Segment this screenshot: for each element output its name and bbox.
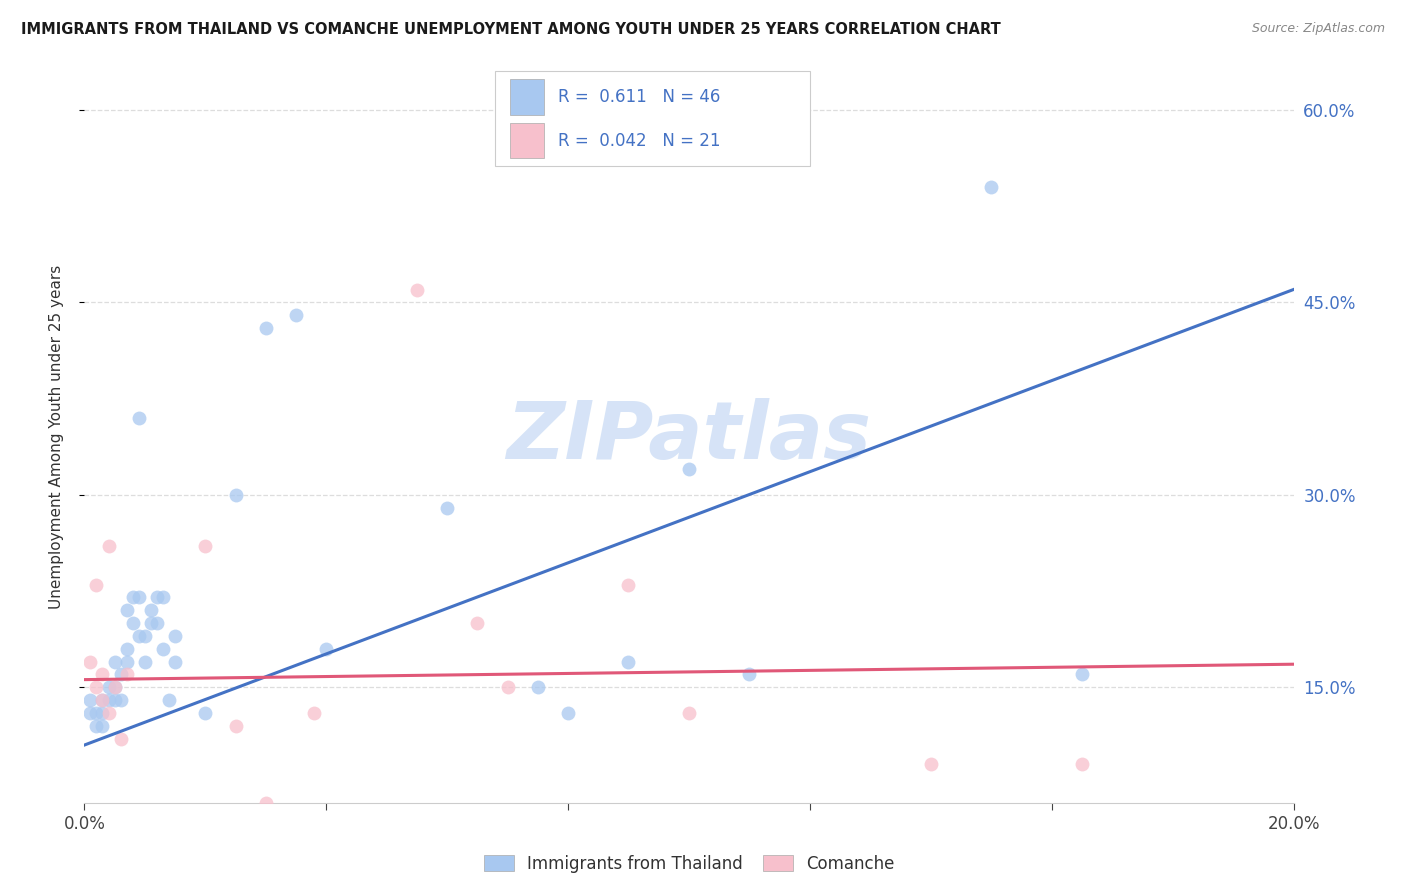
- Point: [115, 655, 138, 669]
- Point: [104, 681, 127, 695]
- Point: [194, 539, 217, 553]
- Point: [79, 706, 101, 720]
- Point: [194, 706, 217, 720]
- Point: [91, 693, 114, 707]
- Point: [91, 667, 114, 681]
- Point: [738, 667, 761, 681]
- Y-axis label: Unemployment Among Youth under 25 years: Unemployment Among Youth under 25 years: [49, 265, 63, 609]
- Point: [1071, 757, 1094, 772]
- Point: [165, 655, 187, 669]
- Text: IMMIGRANTS FROM THAILAND VS COMANCHE UNEMPLOYMENT AMONG YOUTH UNDER 25 YEARS COR: IMMIGRANTS FROM THAILAND VS COMANCHE UNE…: [21, 22, 1001, 37]
- Point: [617, 577, 640, 591]
- Point: [110, 667, 132, 681]
- Point: [104, 681, 127, 695]
- Point: [86, 681, 108, 695]
- Point: [86, 706, 108, 720]
- Point: [128, 629, 150, 643]
- Point: [152, 641, 174, 656]
- FancyBboxPatch shape: [510, 79, 544, 114]
- Text: ZIPatlas: ZIPatlas: [506, 398, 872, 476]
- Text: R =  0.611   N = 46: R = 0.611 N = 46: [558, 88, 721, 106]
- Point: [285, 308, 308, 322]
- Point: [225, 488, 247, 502]
- Point: [920, 757, 942, 772]
- FancyBboxPatch shape: [510, 123, 544, 159]
- Point: [79, 655, 101, 669]
- Point: [467, 616, 489, 631]
- Point: [139, 603, 162, 617]
- Legend: Immigrants from Thailand, Comanche: Immigrants from Thailand, Comanche: [477, 848, 901, 880]
- Point: [97, 693, 120, 707]
- Point: [97, 539, 120, 553]
- Point: [86, 577, 108, 591]
- Point: [91, 719, 114, 733]
- Point: [315, 641, 337, 656]
- Point: [121, 591, 143, 605]
- Point: [115, 667, 138, 681]
- Point: [496, 681, 519, 695]
- Point: [115, 641, 138, 656]
- Point: [79, 693, 101, 707]
- Point: [128, 410, 150, 425]
- Point: [225, 719, 247, 733]
- Point: [91, 693, 114, 707]
- Point: [121, 616, 143, 631]
- Point: [527, 681, 550, 695]
- Point: [134, 655, 156, 669]
- Point: [617, 655, 640, 669]
- Point: [302, 706, 325, 720]
- Point: [110, 731, 132, 746]
- Point: [152, 591, 174, 605]
- Point: [165, 629, 187, 643]
- Point: [110, 693, 132, 707]
- Point: [146, 591, 169, 605]
- Point: [86, 719, 108, 733]
- Point: [157, 693, 180, 707]
- Point: [91, 706, 114, 720]
- Point: [1071, 667, 1094, 681]
- Point: [97, 681, 120, 695]
- Point: [134, 629, 156, 643]
- Point: [678, 462, 700, 476]
- Point: [406, 283, 429, 297]
- Point: [104, 693, 127, 707]
- Point: [128, 591, 150, 605]
- Text: R =  0.042   N = 21: R = 0.042 N = 21: [558, 132, 721, 150]
- Point: [139, 616, 162, 631]
- Point: [436, 500, 458, 515]
- Point: [146, 616, 169, 631]
- Point: [254, 321, 277, 335]
- Point: [254, 796, 277, 810]
- Point: [104, 655, 127, 669]
- Point: [557, 706, 579, 720]
- Point: [678, 706, 700, 720]
- Point: [980, 179, 1002, 194]
- Point: [97, 706, 120, 720]
- FancyBboxPatch shape: [495, 71, 810, 167]
- Point: [115, 603, 138, 617]
- Text: Source: ZipAtlas.com: Source: ZipAtlas.com: [1251, 22, 1385, 36]
